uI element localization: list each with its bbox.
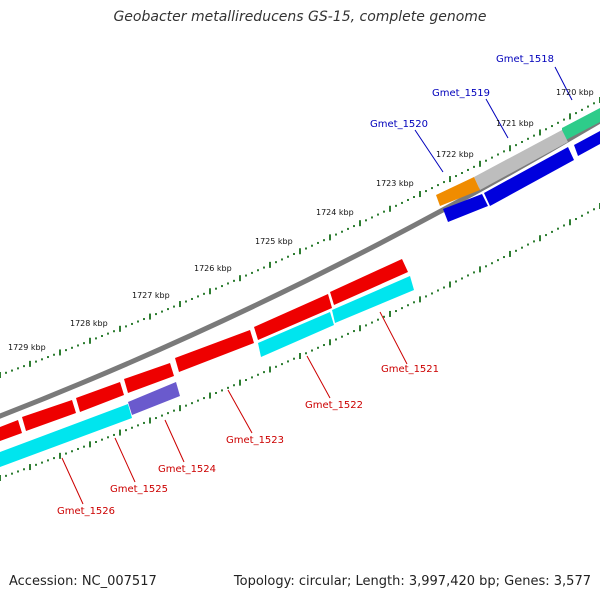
gene-label-1526[interactable]: Gmet_1526 [57, 506, 115, 517]
map-title: Geobacter metallireducens GS-15, complet… [113, 9, 487, 25]
gene-product-1525[interactable] [0, 404, 132, 467]
gene-label-1521[interactable]: Gmet_1521 [381, 364, 439, 375]
gene-bar-1518[interactable] [562, 108, 600, 142]
gene-label-1519[interactable]: Gmet_1519 [432, 88, 490, 99]
genome-summary-text: Topology: circular; Length: 3,997,420 bp… [233, 574, 591, 589]
forward-leaders [414, 66, 573, 173]
reverse-leaders [61, 311, 408, 505]
kbp-label: 1721 kbp [496, 119, 534, 128]
gene-product-1522[interactable] [258, 312, 334, 357]
gene-bar-1524[interactable] [124, 363, 174, 393]
inner-tick-ring [0, 203, 600, 481]
kbp-label: 1722 kbp [436, 150, 474, 159]
reverse-gene-labels: Gmet_1521 Gmet_1522 Gmet_1523 Gmet_1524 … [57, 364, 439, 517]
kbp-label: 1729 kbp [8, 343, 46, 352]
gene-bar-1520[interactable] [436, 177, 480, 206]
gene-bar-1526[interactable] [22, 400, 76, 431]
gene-product-1521[interactable] [332, 276, 414, 323]
gene-bar-1521[interactable] [330, 259, 408, 305]
gene-bar-1518-rna[interactable] [574, 131, 600, 156]
gene-label-1518[interactable]: Gmet_1518 [496, 54, 554, 65]
kbp-label: 1728 kbp [70, 319, 108, 328]
gene-bar-1523[interactable] [175, 330, 254, 372]
kbp-label: 1724 kbp [316, 208, 354, 217]
kbp-label: 1725 kbp [255, 237, 293, 246]
gene-label-1520[interactable]: Gmet_1520 [370, 119, 428, 130]
gene-label-1523[interactable]: Gmet_1523 [226, 435, 284, 446]
gene-bar-1527[interactable] [0, 420, 22, 441]
kbp-label: 1723 kbp [376, 179, 414, 188]
reverse-strand-track [0, 259, 408, 441]
gene-product-1524[interactable] [128, 382, 180, 415]
gene-bar-1522[interactable] [254, 294, 332, 340]
kbp-label: 1726 kbp [194, 264, 232, 273]
forward-gene-labels: Gmet_1518 Gmet_1519 Gmet_1520 [370, 54, 554, 130]
forward-strand-track [436, 108, 600, 222]
outer-tick-ring [0, 97, 600, 378]
kbp-label: 1720 kbp [556, 88, 594, 97]
reverse-product-track [0, 276, 414, 467]
kbp-label: 1727 kbp [132, 291, 170, 300]
gene-label-1524[interactable]: Gmet_1524 [158, 464, 216, 475]
gene-bar-1519[interactable] [484, 147, 574, 206]
gene-bar-1525[interactable] [76, 382, 124, 412]
gene-label-1522[interactable]: Gmet_1522 [305, 400, 363, 411]
accession-text: Accession: NC_007517 [9, 574, 157, 589]
gene-bar-1520-rna[interactable] [443, 194, 488, 222]
gene-bar-1519-cds[interactable] [474, 130, 568, 190]
kbp-scale-labels: 1729 kbp 1728 kbp 1727 kbp 1726 kbp 1725… [8, 88, 594, 352]
gene-label-1525[interactable]: Gmet_1525 [110, 484, 168, 495]
